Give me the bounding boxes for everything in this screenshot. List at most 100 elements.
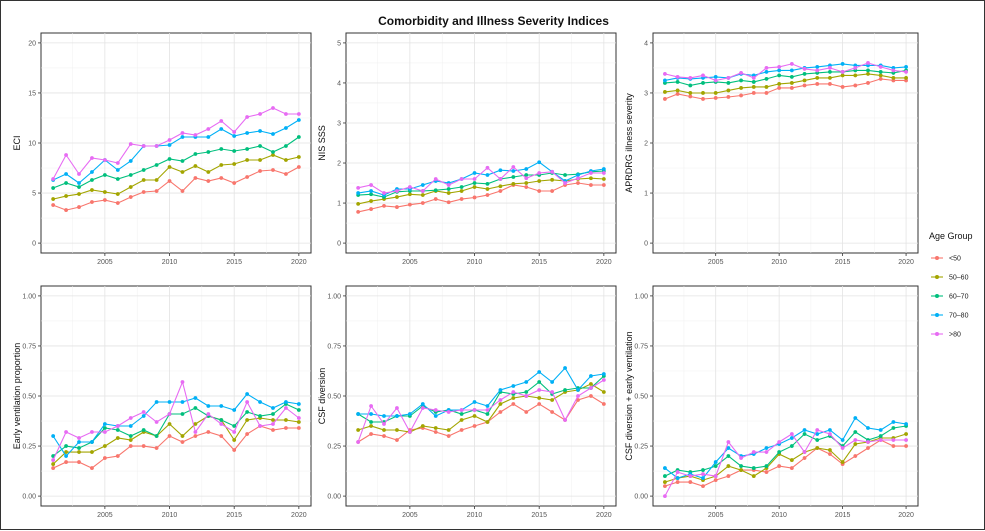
panel-6-data-point-80 [764,450,769,454]
panel-2-series-line-60-70 [358,170,604,198]
panel-6-data-point-50-60 [828,448,832,452]
panel-4-data-point-50 [284,426,288,430]
panel-4-data-point-50 [193,434,198,438]
panel-1-data-point-60-70 [167,157,172,161]
panel-2-y-tick-label: 5 [337,40,341,47]
panel-6-data-point-50 [701,484,705,488]
panel-3-data-point-50-60 [713,91,718,95]
panel-2-data-point-80 [563,181,567,185]
panel-3-data-point-60-70 [789,75,794,79]
panel-3-y-tick-label: 2 [644,141,648,148]
panel-6-data-point-70-80 [891,420,896,424]
panel-3-data-point-60-70 [688,83,693,88]
panel-3-data-point-50-60 [828,76,832,80]
panel-1-data-point-60-70 [102,173,107,177]
legend-key-point [935,332,939,336]
panel-3-data-point-80 [891,68,896,73]
panel-4-data-point-70-80 [296,402,301,406]
panel-5-data-point-80 [395,406,399,410]
panel-6-data-point-50 [675,480,680,484]
panel-1-data-point-80 [90,156,94,160]
panel-2-data-point-50-60 [511,181,516,186]
panel-2-data-point-60-70 [563,173,567,177]
panel-2-data-point-80 [485,165,490,170]
panel-1-data-point-80 [284,112,288,116]
panel-2-data-point-70-80 [524,167,529,171]
panel-2-data-point-50 [382,203,386,208]
panel-1-data-point-70-80 [115,168,120,172]
panel-3-data-point-70-80 [777,68,782,73]
panel-4-x-tick-label: 2005 [97,512,113,519]
panel-1-data-point-60-70 [206,150,211,154]
panel-3-data-point-80 [764,66,769,70]
panel-3-data-point-80 [853,66,858,70]
panel-2-data-point-50-60 [369,199,373,203]
panel-4-data-point-50 [219,434,224,438]
panel-5-data-point-50 [498,410,503,414]
panel-6-data-point-70-80 [713,460,718,464]
panel-6-data-point-60-70 [815,438,820,442]
panel-4-data-point-80 [219,422,224,426]
panel-1-y-axis-label: ECI [12,135,22,150]
panel-2-data-point-50 [356,209,361,214]
panel-3-data-point-50-60 [904,76,908,80]
panel-6-data-point-80 [726,440,731,444]
panel-6-data-point-70-80 [663,466,667,470]
panel-2-data-point-80 [356,185,361,190]
panel-2-data-point-70-80 [472,171,477,175]
panel-4-y-axis-label: Early ventilation proportion [12,343,22,450]
panel-4-data-point-80 [128,416,133,420]
panel-6-data-point-70-80 [815,432,820,436]
panel-3-data-point-50-60 [688,91,693,95]
panel-1-series-line-60-70 [52,136,300,189]
panel-2-data-point-50-60 [407,192,412,197]
panel-6-data-point-70-80 [789,436,794,440]
panel-1-data-point-50 [102,198,107,202]
panel-1-data-point-60-70 [154,163,159,167]
panel-5-data-point-80 [356,440,361,444]
panel-1-data-point-50 [180,189,185,193]
panel-2-data-point-60-70 [446,187,451,191]
panel-6-data-point-60-70 [726,454,731,458]
panel-2-data-point-80 [498,177,503,181]
panel-5-data-point-70-80 [420,402,425,406]
panel-1-data-point-50-60 [284,158,288,162]
panel-3-data-point-50 [675,92,680,96]
panel-2-data-point-80 [369,183,373,187]
panel-1-data-point-60-70 [141,168,146,172]
panel-2-data-point-50 [369,207,373,211]
panel-4-y-tick-label: 0.75 [22,343,36,350]
panel-2-data-point-50-60 [550,177,555,182]
panel-5-data-point-80 [446,410,451,414]
panel-3-data-point-50 [840,85,845,89]
panel-2-data-point-50 [537,189,542,193]
panel-4-data-point-50 [141,444,146,448]
panel-3-series-line-50-60 [664,73,907,94]
panel-3-series-line-50 [664,78,907,100]
panel-4-data-point-80 [284,406,288,410]
panel-4-series-line-80 [52,380,300,461]
panel-5-data-point-50 [601,402,606,406]
panel-5-data-point-80 [472,408,477,412]
panel-5-series-line-80 [357,379,605,443]
panel-1-data-point-50 [193,176,198,180]
panel-6-series-line-80 [664,429,907,497]
panel-1-data-point-80 [271,106,275,110]
panel-3-data-point-50-60 [815,76,820,80]
panel-6-data-point-60-70 [853,430,858,434]
panel-6-data-point-50-60 [739,468,743,472]
panel-4-data-point-50-60 [296,420,301,424]
panel-1-data-point-50-60 [258,158,262,162]
panel-4-data-point-70-80 [258,400,262,404]
panel-4-data-point-60-70 [258,414,262,418]
panel-4-data-point-60-70 [271,412,275,416]
panel-5-data-point-70-80 [576,388,580,392]
panel-5-data-point-60-70 [537,380,542,384]
panel-6-data-point-70-80 [866,426,870,430]
panel-5-data-point-50-60 [537,396,542,400]
panel-4-data-point-50 [206,430,211,434]
panel-5-x-tick-label: 2020 [596,512,612,519]
legend-key-point [935,256,939,260]
panel-3-data-point-50 [713,96,718,100]
panel-6-data-point-70-80 [701,476,705,480]
